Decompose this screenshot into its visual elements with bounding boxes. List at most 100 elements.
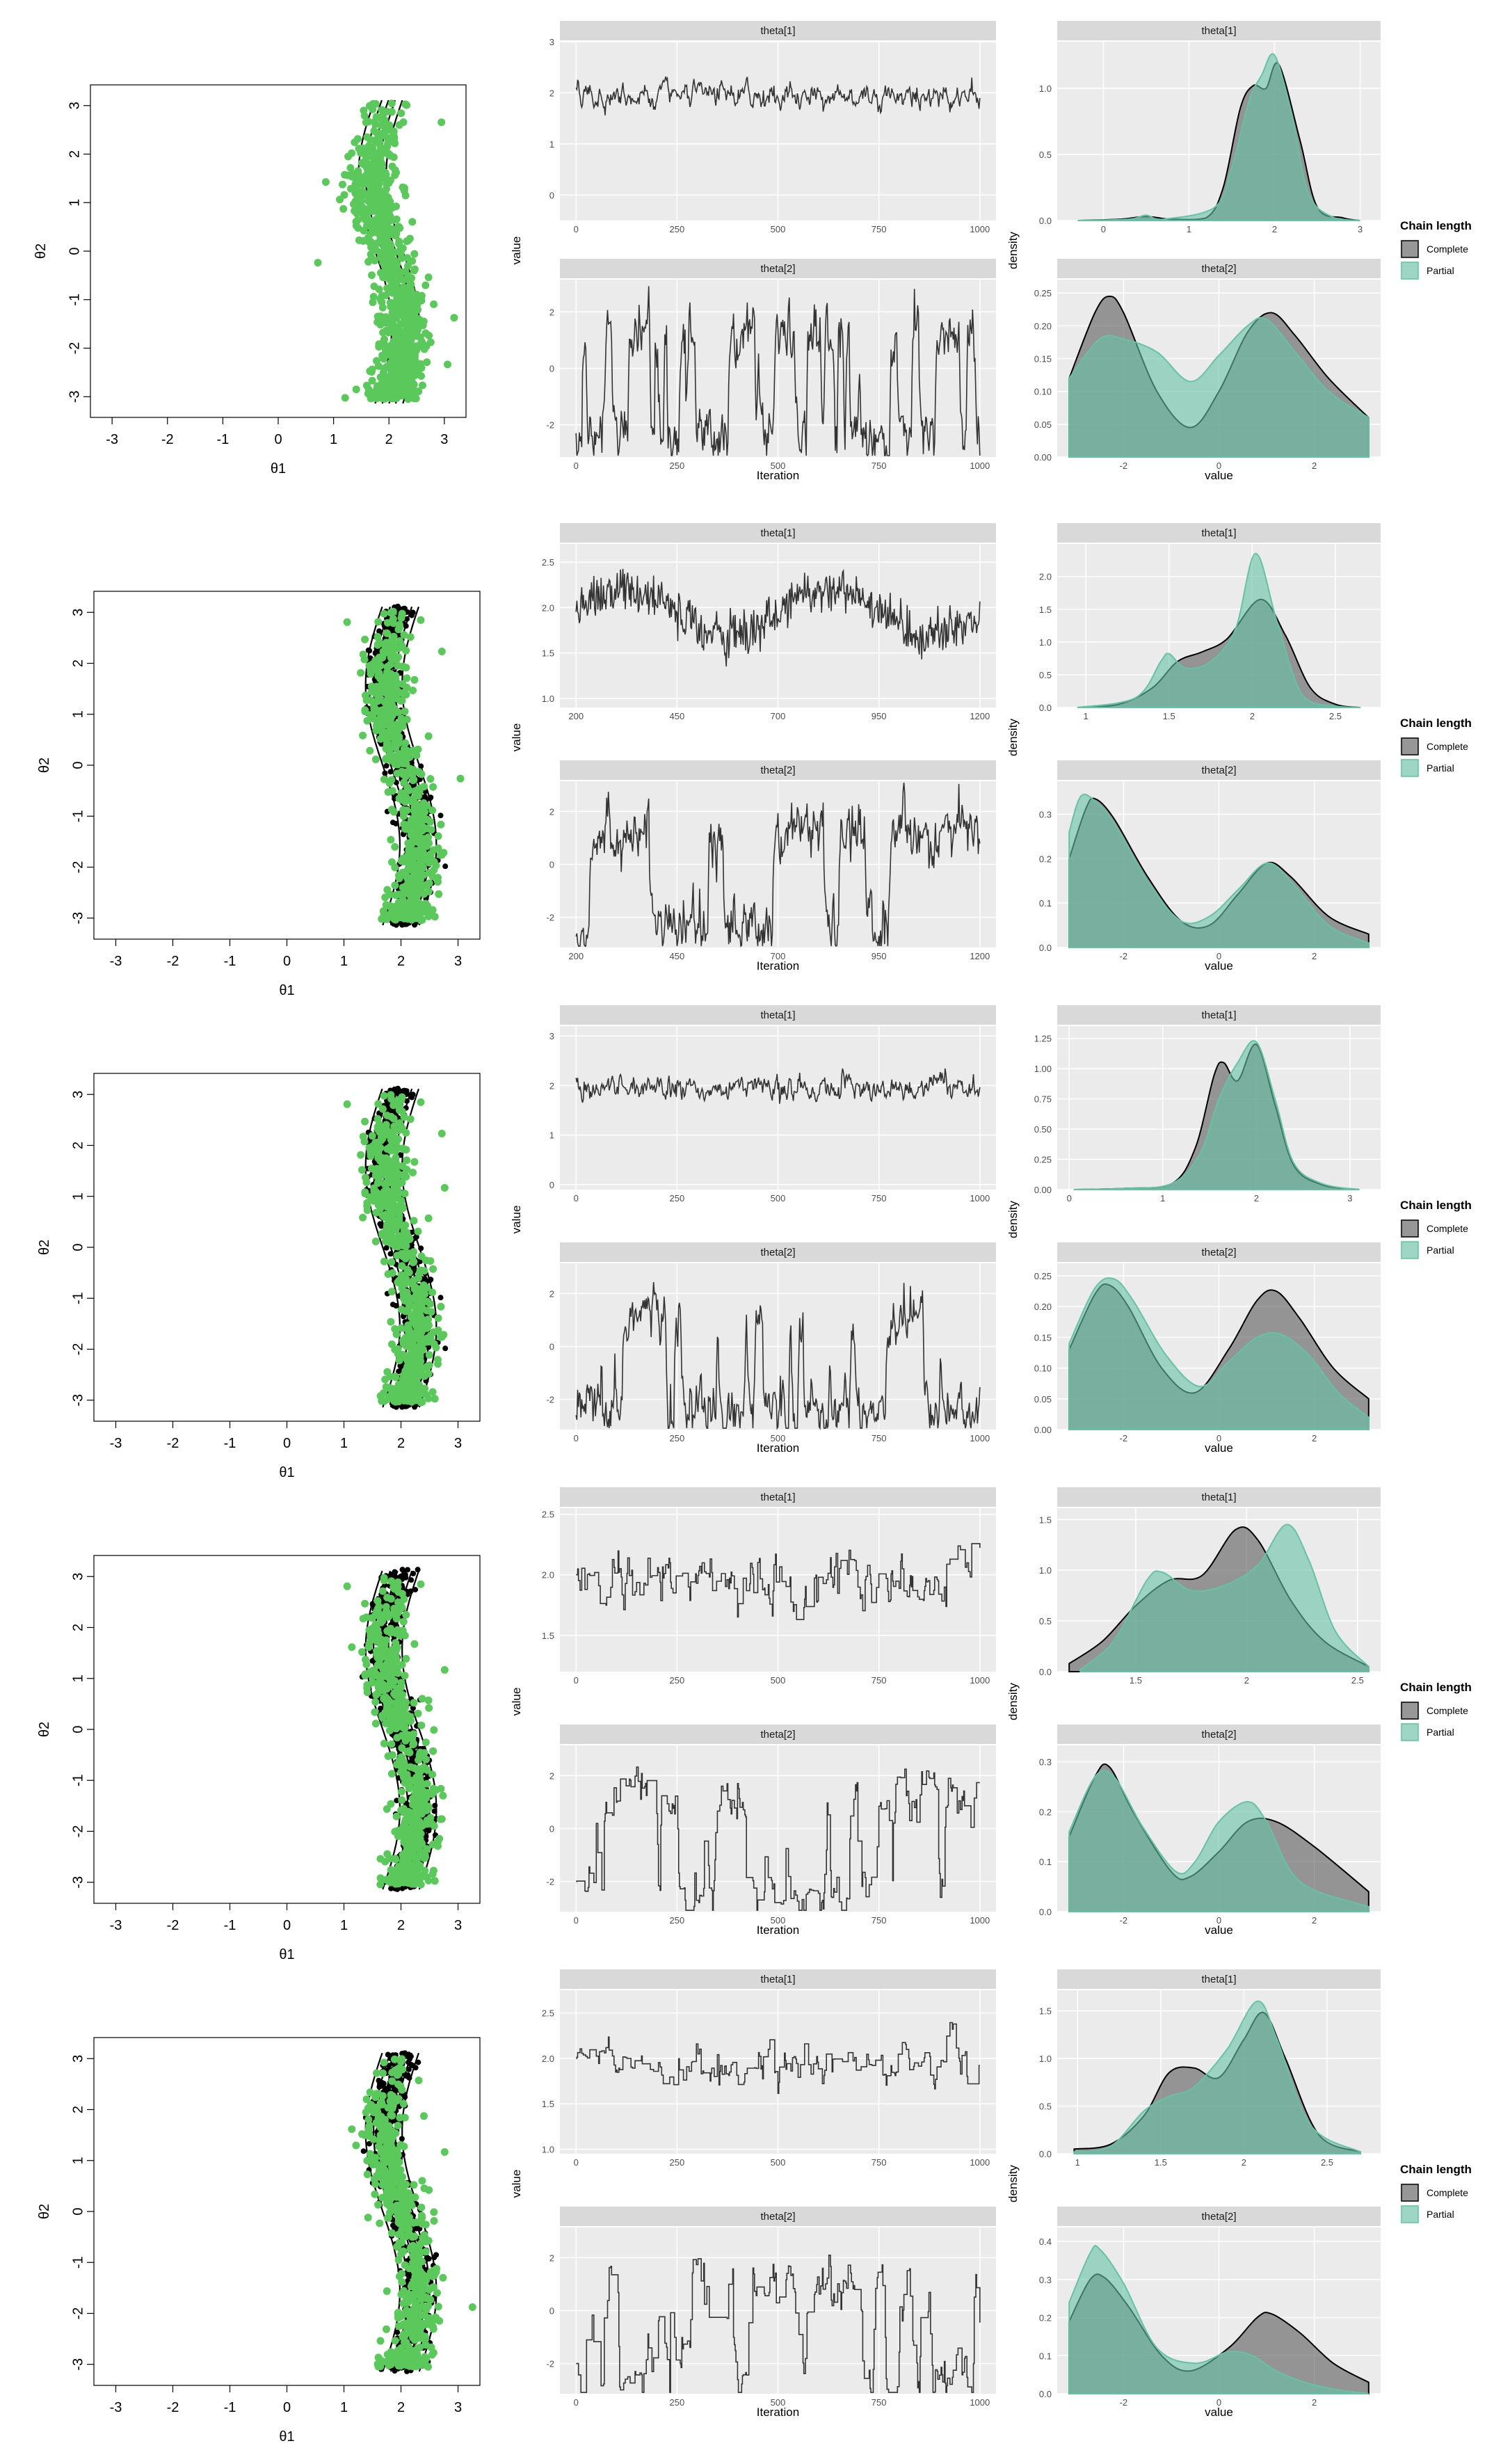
legend-label-partial: Partial bbox=[1427, 1245, 1454, 1256]
scatter-point bbox=[388, 705, 396, 714]
scatter-point bbox=[366, 746, 374, 755]
scatter-point bbox=[410, 675, 419, 684]
scatter-point bbox=[407, 840, 415, 849]
scatter-point bbox=[340, 191, 348, 199]
scatter-point bbox=[362, 215, 370, 223]
trace-x-tick-label: 200 bbox=[568, 951, 584, 961]
scatter-point bbox=[396, 1103, 403, 1111]
scatter-point bbox=[414, 1345, 422, 1352]
scatter-point bbox=[381, 717, 389, 724]
trace-strip bbox=[560, 21, 996, 40]
scatter-point bbox=[450, 314, 458, 322]
scatter-point bbox=[360, 106, 368, 115]
scatter-point bbox=[399, 1378, 407, 1386]
scatter-point bbox=[424, 1214, 433, 1222]
scatter-point bbox=[389, 607, 397, 616]
trace-x-tick-label: 750 bbox=[872, 461, 887, 471]
scatter-point bbox=[401, 191, 410, 200]
scatter-point bbox=[368, 1614, 376, 1622]
scatter-point bbox=[420, 345, 428, 353]
scatter-point bbox=[420, 1283, 428, 1291]
scatter-point bbox=[415, 787, 424, 795]
scatter-point bbox=[414, 863, 422, 870]
scatter-y-tick-label: -3 bbox=[70, 1394, 86, 1407]
scatter-axes bbox=[83, 105, 445, 424]
scatter-point bbox=[387, 152, 395, 160]
scatter-point bbox=[397, 1096, 405, 1104]
scatter-point bbox=[399, 1336, 407, 1345]
scatter-point bbox=[403, 1156, 411, 1165]
trace-y-tick-label: 2.0 bbox=[542, 602, 554, 613]
scatter-point bbox=[423, 358, 431, 367]
scatter-point bbox=[395, 223, 403, 232]
scatter-point bbox=[376, 1144, 385, 1152]
scatter-point bbox=[410, 1395, 419, 1403]
scatter-point bbox=[426, 775, 435, 783]
dark-point bbox=[412, 922, 418, 928]
scatter-point bbox=[414, 332, 422, 340]
scatter-x-tick-label: 0 bbox=[283, 1436, 291, 1451]
dark-point bbox=[428, 794, 434, 801]
dark-point bbox=[378, 1705, 384, 1711]
scatter-point bbox=[396, 298, 404, 307]
density-strip-label: theta[2] bbox=[1201, 1247, 1236, 1258]
scatter-point bbox=[425, 858, 433, 867]
trace-x-tick-label: 0 bbox=[574, 1193, 579, 1203]
scatter-point bbox=[401, 1307, 410, 1315]
scatter-point bbox=[402, 376, 410, 384]
density-strip-label: theta[1] bbox=[1201, 25, 1236, 37]
trace-x-tick-label: 500 bbox=[771, 1193, 786, 1203]
density-y-tick-label: 2.0 bbox=[1039, 572, 1052, 582]
scatter-point bbox=[399, 812, 408, 820]
scatter-point bbox=[364, 1643, 373, 1651]
legend-title: Chain length bbox=[1400, 219, 1472, 232]
scatter-point bbox=[386, 212, 394, 221]
scatter-point bbox=[397, 1278, 405, 1286]
scatter-point bbox=[380, 775, 388, 783]
scatter-point bbox=[389, 202, 398, 211]
scatter-point bbox=[428, 1770, 437, 1779]
scatter-y-tick-label: -1 bbox=[70, 1292, 86, 1304]
scatter-point bbox=[399, 1204, 407, 1213]
scatter-point bbox=[387, 776, 396, 784]
green-points bbox=[314, 99, 458, 403]
scatter-y-tick-label: -2 bbox=[70, 1343, 86, 1356]
scatter-point bbox=[401, 1391, 408, 1399]
trace-x-tick-label: 750 bbox=[872, 224, 887, 234]
scatter-point bbox=[403, 867, 411, 875]
scatter-point bbox=[410, 381, 418, 389]
scatter-point bbox=[362, 381, 371, 390]
scatter-point bbox=[370, 705, 378, 714]
scatter-point bbox=[409, 1169, 417, 1176]
density-y-tick-label: 0.50 bbox=[1034, 1124, 1052, 1135]
scatter-x-tick-label: 3 bbox=[454, 954, 462, 969]
scatter-point bbox=[360, 1137, 369, 1146]
scatter-point bbox=[382, 246, 390, 254]
scatter-point bbox=[391, 335, 399, 344]
scatter-point bbox=[362, 1174, 369, 1182]
scatter-point bbox=[351, 138, 359, 146]
scatter-point bbox=[399, 1617, 408, 1626]
scatter-point bbox=[400, 184, 408, 192]
dark-point bbox=[408, 760, 415, 766]
scatter-point bbox=[424, 833, 433, 842]
scatter-point bbox=[392, 257, 399, 266]
scatter-point bbox=[393, 688, 401, 696]
dark-point bbox=[401, 1087, 408, 1094]
scatter-y-tick-label: -1 bbox=[70, 810, 86, 822]
scatter-point bbox=[385, 134, 393, 142]
scatter-point bbox=[368, 376, 376, 385]
scatter-point bbox=[371, 120, 380, 129]
scatter-y-tick-label: 3 bbox=[67, 102, 82, 109]
density-y-tick-label: 0.10 bbox=[1034, 1363, 1052, 1374]
scatter-point bbox=[430, 1726, 438, 1734]
scatter-point bbox=[400, 388, 408, 397]
scatter-point bbox=[444, 360, 451, 369]
scatter-point bbox=[406, 344, 415, 352]
dark-point bbox=[428, 1277, 434, 1283]
scatter-point bbox=[376, 373, 385, 381]
scatter-point bbox=[426, 1257, 435, 1265]
scatter-point bbox=[386, 890, 394, 899]
scatter-point bbox=[384, 1210, 392, 1219]
